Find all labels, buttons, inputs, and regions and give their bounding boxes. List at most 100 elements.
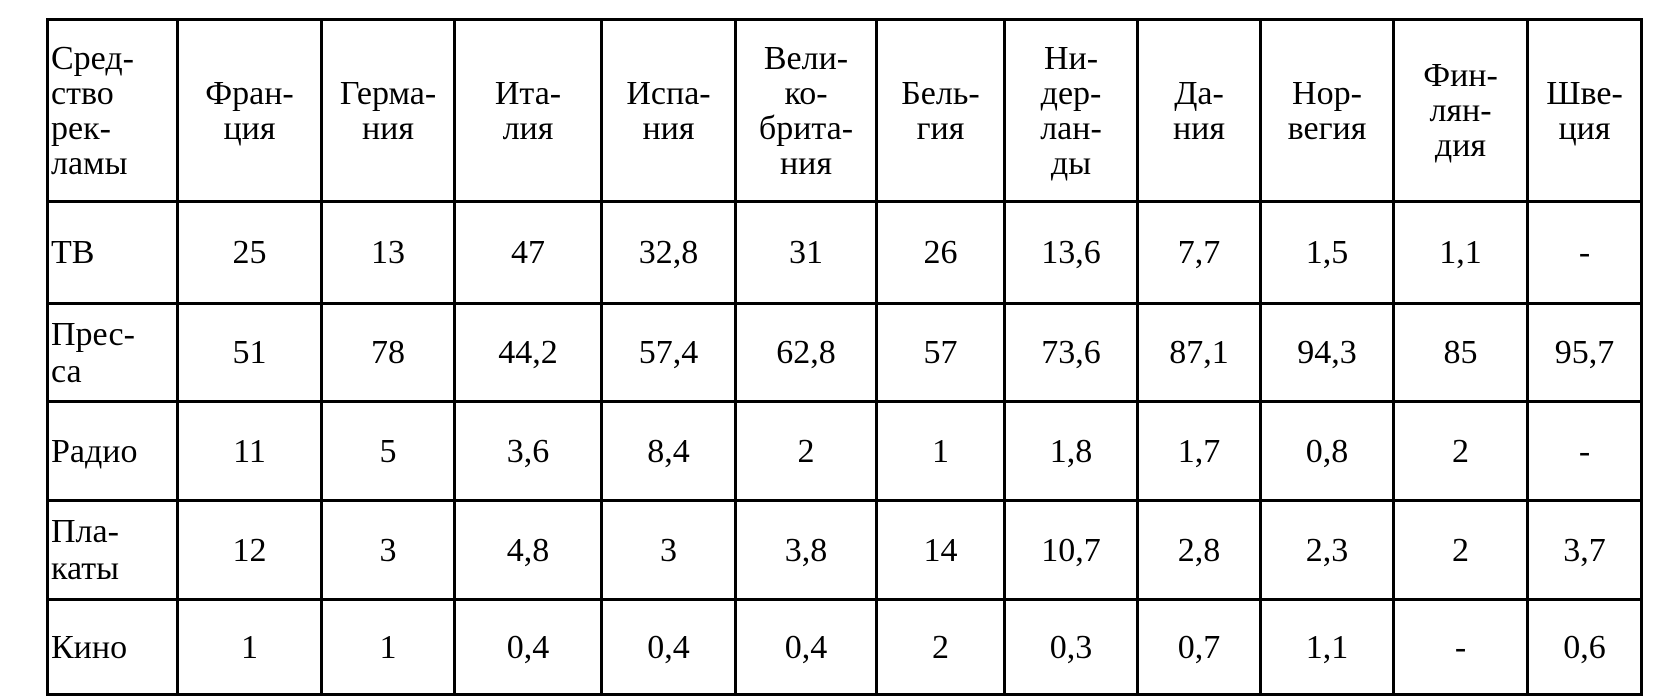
value-cell: 51 bbox=[176, 302, 323, 403]
cell-line: са bbox=[51, 352, 82, 390]
cell-line: Испа- bbox=[626, 74, 711, 112]
row-label: Радио bbox=[46, 400, 179, 502]
cell-line: Да- bbox=[1174, 74, 1224, 112]
row-label: Пла-каты bbox=[46, 499, 179, 601]
value-cell: 5 bbox=[320, 400, 456, 502]
header-cell: Шве-ция bbox=[1526, 18, 1643, 203]
cell-line: рек- bbox=[51, 109, 111, 147]
value-cell: 0,4 bbox=[734, 598, 878, 696]
value-cell: 1,7 bbox=[1136, 400, 1262, 502]
header-cell: Ни-дер-лан-ды bbox=[1003, 18, 1139, 203]
row-label: Прес-са bbox=[46, 302, 179, 403]
value-cell: 1,1 bbox=[1259, 598, 1395, 696]
value-cell: 0,4 bbox=[453, 598, 603, 696]
value-cell: 1,8 bbox=[1003, 400, 1139, 502]
header-cell: Вели-ко-брита-ния bbox=[734, 18, 878, 203]
header-cell: Бель-гия bbox=[875, 18, 1006, 203]
value-cell: 0,4 bbox=[600, 598, 737, 696]
cell-line: Фин- bbox=[1423, 57, 1498, 94]
value-cell: 2 bbox=[875, 598, 1006, 696]
value-cell: 10,7 bbox=[1003, 499, 1139, 601]
value-cell: 0,6 bbox=[1526, 598, 1643, 696]
cell-line: дер- bbox=[1040, 74, 1102, 112]
value-cell: 0,3 bbox=[1003, 598, 1139, 696]
cell-line: Бель- bbox=[901, 74, 980, 112]
header-label-cell: Сред-ство рек-ламы bbox=[46, 18, 179, 203]
value-cell: 73,6 bbox=[1003, 302, 1139, 403]
cell-line: гия bbox=[916, 109, 965, 147]
table-wrapper: Сред-ство рек-ламы Фран-ция Герма-ния Ита-ли… bbox=[46, 18, 1643, 696]
cell-line: Сред- bbox=[51, 39, 134, 77]
header-cell: Испа-ния bbox=[600, 18, 737, 203]
cell-line: Радио bbox=[51, 432, 138, 470]
value-cell: 0,7 bbox=[1136, 598, 1262, 696]
value-cell: 47 bbox=[453, 200, 603, 305]
cell-line: вегия bbox=[1287, 109, 1367, 147]
value-cell: 95,7 bbox=[1526, 302, 1643, 403]
cell-line: ТВ bbox=[51, 234, 95, 271]
value-cell: 14 bbox=[875, 499, 1006, 601]
value-cell: 13 bbox=[320, 200, 456, 305]
value-cell: 3 bbox=[320, 499, 456, 601]
cell-line: лян- bbox=[1429, 92, 1492, 129]
value-cell: 31 bbox=[734, 200, 878, 305]
cell-line: Шве- bbox=[1546, 74, 1623, 112]
value-cell: 78 bbox=[320, 302, 456, 403]
value-cell: 1 bbox=[176, 598, 323, 696]
cell-line: ды bbox=[1050, 144, 1092, 182]
value-cell: 1 bbox=[320, 598, 456, 696]
cell-line: дия bbox=[1434, 127, 1487, 164]
header-cell: Фин-лян-дия bbox=[1392, 18, 1529, 203]
value-cell: 7,7 bbox=[1136, 200, 1262, 305]
value-cell: 0,8 bbox=[1259, 400, 1395, 502]
cell-line: ламы bbox=[51, 144, 128, 182]
header-cell: Фран-ция bbox=[176, 18, 323, 203]
header-cell: Да-ния bbox=[1136, 18, 1262, 203]
cell-line: лия bbox=[502, 109, 554, 147]
value-cell: 57 bbox=[875, 302, 1006, 403]
cell-line: ко- bbox=[784, 74, 828, 112]
cell-line: ство bbox=[51, 74, 114, 112]
cell-line: ция bbox=[223, 109, 276, 147]
cell-line: ния bbox=[1172, 109, 1226, 147]
cell-line: Ни- bbox=[1043, 39, 1099, 77]
cell-line: ния bbox=[361, 109, 415, 147]
cell-line: Прес- bbox=[51, 315, 135, 353]
value-cell: 25 bbox=[176, 200, 323, 305]
header-cell: Нор-вегия bbox=[1259, 18, 1395, 203]
cell-line: Вели- bbox=[763, 39, 849, 77]
cell-line: брита- bbox=[758, 109, 854, 147]
value-cell: 13,6 bbox=[1003, 200, 1139, 305]
header-cell: Ита-лия bbox=[453, 18, 603, 203]
cell-line: Нор- bbox=[1292, 74, 1362, 112]
cell-line: лан- bbox=[1040, 109, 1102, 147]
cell-line: Пла- bbox=[51, 513, 119, 550]
value-cell: 3,8 bbox=[734, 499, 878, 601]
value-cell: 85 bbox=[1392, 302, 1529, 403]
value-cell: 32,8 bbox=[600, 200, 737, 305]
value-cell: 2 bbox=[734, 400, 878, 502]
cell-line: ния bbox=[642, 109, 695, 147]
header-row: Сред-ство рек-ламы Фран-ция Герма-ния Ита-ли… bbox=[46, 18, 1643, 203]
value-cell: - bbox=[1526, 200, 1643, 305]
value-cell: 94,3 bbox=[1259, 302, 1395, 403]
cell-line: Фран- bbox=[205, 74, 294, 112]
header-cell: Герма-ния bbox=[320, 18, 456, 203]
value-cell: 26 bbox=[875, 200, 1006, 305]
value-cell: 1,5 bbox=[1259, 200, 1395, 305]
value-cell: 44,2 bbox=[453, 302, 603, 403]
value-cell: 8,4 bbox=[600, 400, 737, 502]
table-row: Кино 1 1 0,4 0,4 0,4 2 0,3 0,7 1,1-0,6 bbox=[46, 598, 1643, 696]
cell-line: каты bbox=[51, 550, 119, 587]
value-cell: - bbox=[1526, 400, 1643, 502]
value-cell: - bbox=[1392, 598, 1529, 696]
value-cell: 2 bbox=[1392, 400, 1529, 502]
value-cell: 2,3 bbox=[1259, 499, 1395, 601]
value-cell: 3 bbox=[600, 499, 737, 601]
cell-line: ния bbox=[779, 144, 833, 182]
value-cell: 11 bbox=[176, 400, 323, 502]
row-label: ТВ bbox=[46, 200, 179, 305]
cell-line: Ита- bbox=[494, 74, 562, 112]
table-row: Прес-са 51 78 44,2 57,4 62,8 57 73,6 87,1 94,3 85 9… bbox=[46, 302, 1643, 403]
